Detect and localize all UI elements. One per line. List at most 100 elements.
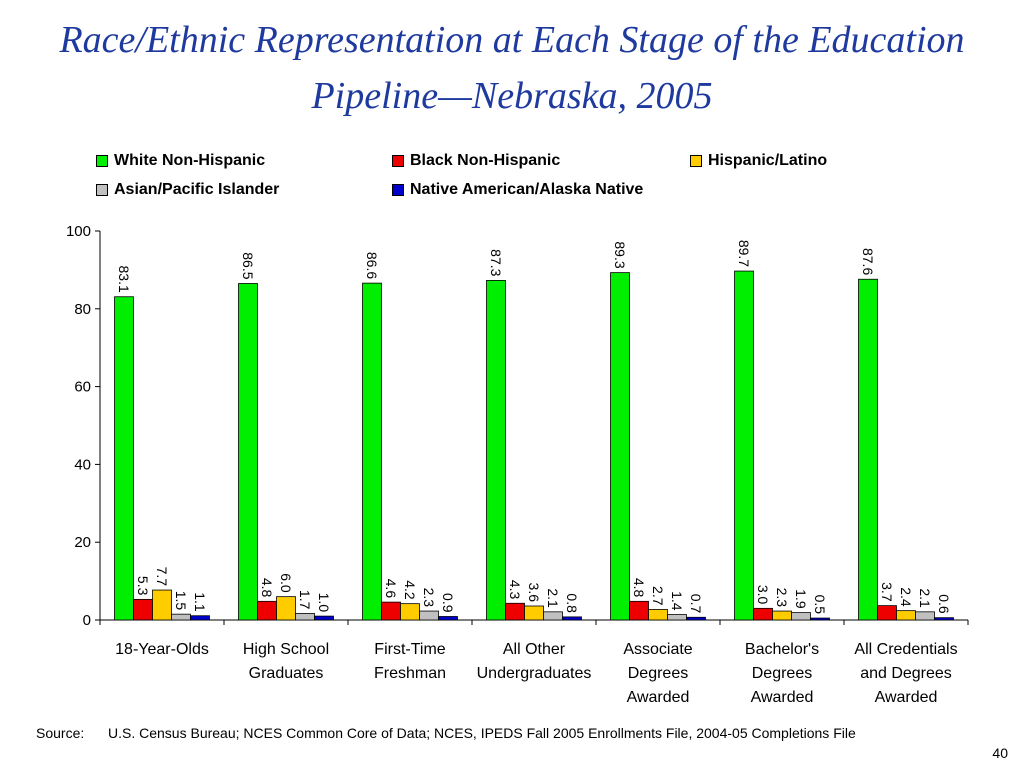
- bar: [295, 612, 315, 621]
- legend-label: Hispanic/Latino: [708, 152, 828, 169]
- bar-value-label: 2.4: [898, 587, 914, 607]
- legend-item-black: Black Non-Hispanic: [392, 150, 560, 172]
- bar-value-label: 2.1: [545, 588, 561, 608]
- bar-value-label: 1.1: [192, 592, 208, 612]
- bar-value-label: 0.7: [688, 594, 704, 614]
- x-category-label: Graduates: [249, 665, 324, 682]
- bar: [629, 600, 649, 621]
- legend-swatch-white: [96, 155, 108, 167]
- bar: [133, 598, 153, 621]
- bar-value-label: 0.5: [812, 595, 828, 615]
- bar: [896, 610, 916, 621]
- bar-value-label: 1.9: [793, 589, 809, 609]
- bar-value-label: 86.5: [240, 252, 256, 279]
- legend-item-native: Native American/Alaska Native: [392, 179, 643, 201]
- legend-label: White Non-Hispanic: [114, 152, 266, 169]
- bar-value-label: 0.6: [936, 594, 952, 614]
- bar: [734, 270, 754, 621]
- x-category-label: Bachelor's: [745, 641, 819, 658]
- bar-chart: 0 20 40 60 80 100 83.1 5.3 7.71.5 1.1 18-Year-Olds…: [66, 223, 969, 706]
- legend-swatch-native: [392, 184, 404, 196]
- bar: [772, 610, 792, 621]
- bar-value-label: 3.0: [755, 585, 771, 605]
- bar: [648, 609, 668, 621]
- legend-item-white: White Non-Hispanic: [96, 150, 265, 172]
- bar: [791, 612, 811, 621]
- bar: [810, 617, 830, 621]
- x-category-label: Degrees: [752, 665, 812, 682]
- bar: [362, 282, 382, 621]
- bar: [753, 607, 773, 621]
- bar: [381, 601, 401, 621]
- bar: [114, 296, 134, 621]
- bar-value-label: 4.6: [383, 579, 399, 599]
- bar: [543, 611, 563, 621]
- bar: [486, 280, 506, 621]
- bar-value-label: 2.1: [917, 588, 933, 608]
- bar-value-label: 83.1: [116, 265, 132, 292]
- bar: [238, 283, 258, 621]
- bar: [877, 605, 897, 621]
- bar: [562, 616, 582, 621]
- bar-value-label: 1.5: [173, 591, 189, 611]
- bar-value-label: 2.3: [774, 588, 790, 608]
- x-category-label: 18-Year-Olds: [115, 641, 209, 658]
- chart-title: Race/Ethnic Representation at Each Stage…: [59, 19, 965, 117]
- bar-value-label: 0.9: [440, 593, 456, 613]
- bar: [276, 596, 296, 621]
- bar-value-label: 1.0: [316, 593, 332, 613]
- x-category-label: Awarded: [627, 689, 690, 706]
- bar: [686, 616, 706, 621]
- legend-swatch-black: [392, 155, 404, 167]
- source-label: Source:: [36, 725, 85, 741]
- bar-value-label: 89.3: [612, 241, 628, 268]
- legend-swatch-asian: [96, 184, 108, 196]
- bar-value-label: 7.7: [154, 567, 170, 587]
- legend-label: Black Non-Hispanic: [410, 152, 561, 169]
- bar-value-label: 3.6: [526, 583, 542, 603]
- bar: [400, 603, 420, 621]
- y-tick-label: 100: [66, 223, 91, 240]
- bar-value-label: 0.8: [564, 593, 580, 613]
- x-category-label: All Other: [503, 641, 566, 658]
- y-tick-label: 40: [74, 456, 91, 473]
- x-category-label: Awarded: [751, 689, 814, 706]
- legend-swatch-hispanic: [690, 155, 702, 167]
- bar-value-label: 87.3: [488, 249, 504, 276]
- bar: [505, 602, 525, 621]
- source-text: U.S. Census Bureau; NCES Common Core of …: [108, 725, 856, 741]
- bar-value-label: 87.6: [860, 248, 876, 275]
- bar: [915, 611, 935, 621]
- y-tick-label: 60: [74, 379, 91, 396]
- x-category-label: Freshman: [374, 665, 446, 682]
- bar: [438, 616, 458, 621]
- bar: [257, 600, 277, 621]
- bar-value-label: 5.3: [135, 576, 151, 596]
- legend-label: Native American/Alaska Native: [410, 181, 644, 198]
- chart-legend: White Non-Hispanic Black Non-Hispanic Hi…: [96, 150, 996, 210]
- bar: [152, 589, 172, 621]
- legend-label: Asian/Pacific Islander: [114, 181, 280, 198]
- bar: [858, 278, 878, 621]
- bar-value-label: 1.7: [297, 590, 313, 610]
- bar-value-label: 2.3: [421, 588, 437, 608]
- y-tick-label: 80: [74, 301, 91, 318]
- x-category-label: Degrees: [628, 665, 688, 682]
- legend-item-hispanic: Hispanic/Latino: [690, 150, 827, 172]
- bar-value-label: 4.2: [402, 580, 418, 600]
- bar: [314, 615, 334, 621]
- bar: [934, 617, 954, 621]
- bar: [524, 605, 544, 621]
- bar-value-label: 86.6: [364, 252, 380, 279]
- y-tick-label: 20: [74, 534, 91, 551]
- bar-value-label: 4.8: [259, 578, 275, 598]
- bar-value-label: 3.7: [879, 582, 895, 602]
- legend-item-asian: Asian/Pacific Islander: [96, 179, 279, 201]
- bar: [419, 610, 439, 621]
- bar: [610, 272, 630, 621]
- bar: [190, 615, 210, 621]
- bar-value-label: 4.3: [507, 580, 523, 600]
- x-category-label: Associate: [623, 641, 692, 658]
- x-category-label: High School: [243, 641, 329, 658]
- bar: [667, 614, 687, 621]
